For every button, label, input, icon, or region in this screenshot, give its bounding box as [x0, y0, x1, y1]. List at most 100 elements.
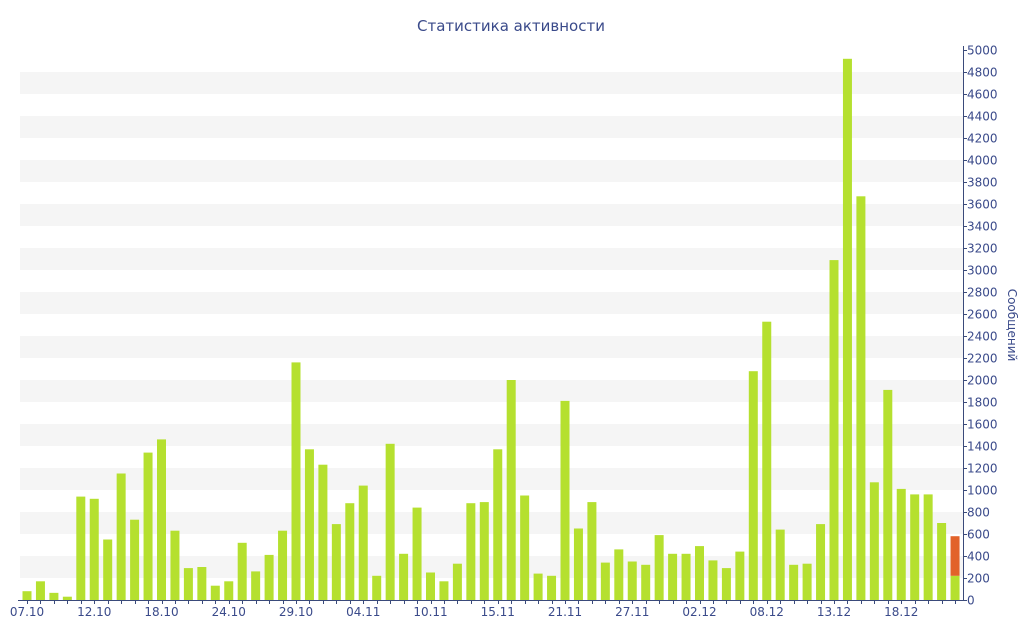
grid-band [20, 160, 963, 182]
bar [950, 575, 960, 600]
x-tick-label: 29.10 [279, 605, 313, 619]
bar [35, 581, 45, 600]
bar [331, 524, 341, 600]
bar [775, 529, 785, 600]
bar [748, 371, 758, 600]
bar [237, 542, 247, 600]
x-tick-label: 07.10 [10, 605, 44, 619]
background-bands [20, 72, 963, 578]
bar [157, 439, 166, 600]
chart-title: Статистика активности [417, 17, 605, 35]
bar [479, 502, 489, 600]
y-tick-label: 600 [967, 528, 990, 542]
bar [197, 567, 207, 600]
y-tick-label: 800 [967, 506, 990, 520]
bar [883, 389, 893, 600]
x-tick-label: 02.12 [682, 605, 716, 619]
x-tick-label: 21.11 [548, 605, 582, 619]
bar [224, 581, 234, 600]
y-tick-label: 2200 [967, 352, 998, 366]
bar [816, 524, 826, 600]
x-tick-label: 18.10 [144, 605, 178, 619]
x-tick-label: 15.11 [481, 605, 515, 619]
bar [842, 58, 852, 601]
bar [668, 553, 678, 600]
x-tick-label: 18.12 [884, 605, 918, 619]
bar [681, 553, 691, 600]
grid-band [20, 336, 963, 358]
bar [654, 535, 664, 600]
bar [547, 575, 557, 600]
y-tick-label: 4800 [967, 66, 998, 80]
bar-series [22, 58, 960, 601]
bar [614, 549, 624, 600]
bar [721, 568, 731, 600]
y-tick-label: 4400 [967, 110, 998, 124]
y-tick-label: 1000 [967, 484, 998, 498]
bar [789, 564, 799, 600]
y-tick-label: 1400 [967, 440, 998, 454]
y-tick-label: 2400 [967, 330, 998, 344]
bar [896, 488, 906, 600]
y-tick-label: 4600 [967, 88, 998, 102]
y-axis: 0 200 400 600 800 1000 1200 1400 1600 1800 2000 220… [963, 44, 998, 608]
y-tick-label: 3400 [967, 220, 998, 234]
y-tick-label: 2800 [967, 286, 998, 300]
y-tick-label: 200 [967, 572, 990, 586]
bar [130, 519, 140, 600]
y-tick-label: 3600 [967, 198, 998, 212]
bar [520, 495, 530, 600]
bar [170, 530, 180, 600]
grid-band [20, 72, 963, 94]
bar [923, 494, 933, 600]
y-tick-label: 2600 [967, 308, 998, 322]
bar [116, 473, 126, 600]
bar [358, 485, 368, 600]
bar [372, 575, 382, 600]
x-tick-label: 12.10 [77, 605, 111, 619]
grid-band [20, 204, 963, 226]
bar [345, 503, 355, 600]
grid-band [20, 468, 963, 490]
y-tick-label: 5000 [967, 44, 998, 58]
grid-band [20, 292, 963, 314]
bar [304, 449, 314, 600]
grid-band [20, 380, 963, 402]
x-axis: 07.10 12.10 18.10 24.10 29.10 04.11 10.11 15.11… [10, 600, 963, 619]
y-tick-label: 3200 [967, 242, 998, 256]
bar [183, 568, 193, 600]
bar [385, 443, 395, 600]
bar [695, 546, 704, 600]
bar [278, 530, 288, 600]
bar-highlight [950, 536, 960, 576]
x-tick-label: 24.10 [212, 605, 246, 619]
bar [506, 380, 516, 600]
bar [89, 498, 99, 600]
bar [426, 572, 435, 600]
bar [573, 528, 583, 600]
bar [829, 260, 839, 600]
bar [587, 502, 597, 600]
y-tick-label: 1600 [967, 418, 998, 432]
bar [439, 581, 449, 600]
bar [600, 562, 610, 600]
y-tick-label: 4200 [967, 132, 998, 146]
bar [318, 464, 328, 600]
y-tick-label: 4000 [967, 154, 998, 168]
bar [251, 571, 261, 600]
grid-band [20, 512, 963, 534]
bar [210, 585, 220, 600]
bar [466, 503, 476, 600]
bar [937, 523, 947, 600]
y-tick-label: 1800 [967, 396, 998, 410]
grid-band [20, 116, 963, 138]
bar [493, 449, 503, 600]
bar [641, 564, 651, 600]
bar [76, 496, 86, 600]
y-tick-label: 3000 [967, 264, 998, 278]
y-tick-label: 0 [967, 594, 975, 608]
bar [856, 196, 866, 601]
y-axis-label: Сообщений [1005, 289, 1019, 362]
